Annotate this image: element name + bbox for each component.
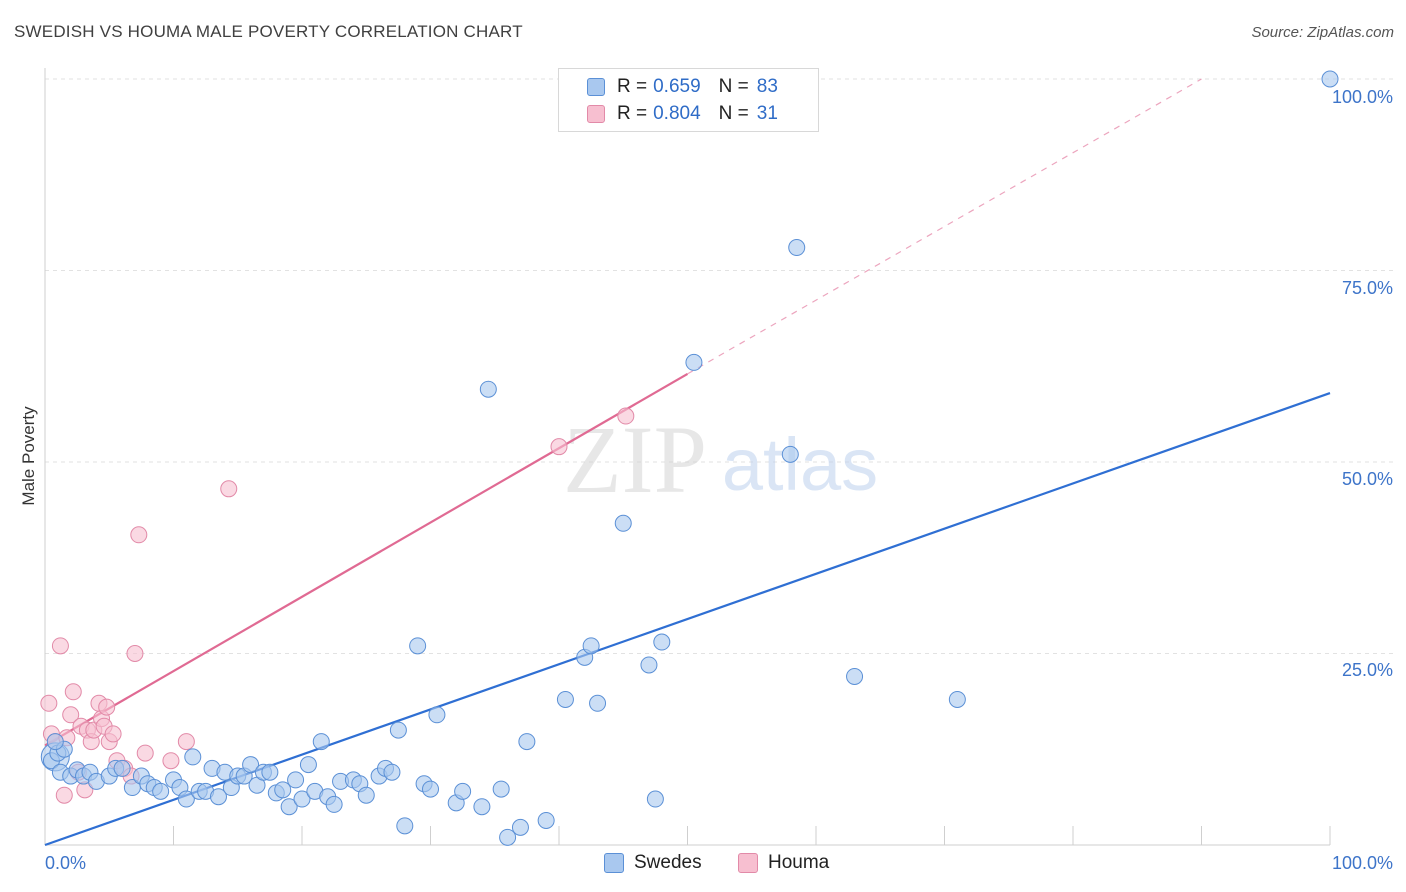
swedes-point <box>177 790 195 808</box>
legend-r-label: R = <box>617 76 648 97</box>
swedes-point <box>312 733 330 751</box>
swedes-point <box>685 353 703 371</box>
swedes-point <box>184 748 202 766</box>
swedes-point <box>582 637 600 655</box>
swedes-point <box>454 782 472 800</box>
swedes-point <box>113 759 131 777</box>
swedes-point <box>948 690 966 708</box>
swedes-point <box>640 656 658 674</box>
swedes-point <box>846 667 864 685</box>
y-tick-label: 25.0% <box>1342 660 1393 680</box>
houma-swatch <box>587 105 605 123</box>
y-tick-label: 75.0% <box>1342 278 1393 298</box>
swedes-legend-label: Swedes <box>634 852 702 873</box>
grid-lines <box>45 78 1395 654</box>
houma-point <box>55 786 73 804</box>
legend-n-label: N = <box>718 103 749 124</box>
swedes-legend-swatch <box>604 853 624 873</box>
y-tick-label: 50.0% <box>1342 469 1393 489</box>
houma-point <box>130 526 148 544</box>
legend-r-label: R = <box>617 103 648 124</box>
swedes-point <box>357 786 375 804</box>
swedes-point <box>518 733 536 751</box>
legend-n-label: N = <box>718 76 749 97</box>
swedes-swatch <box>587 78 605 96</box>
x-tick-label: 100.0% <box>1332 853 1393 873</box>
swedes-points <box>40 70 1339 846</box>
legend-r-value: 0.804 <box>653 103 701 124</box>
swedes-point <box>499 828 517 846</box>
swedes-point <box>46 733 64 751</box>
axes <box>44 68 1331 846</box>
swedes-point <box>396 817 414 835</box>
swedes-point <box>556 690 574 708</box>
swedes-point <box>389 721 407 739</box>
swedes-point <box>492 780 510 798</box>
houma-point <box>177 733 195 751</box>
x-tick-label: 0.0% <box>45 853 86 873</box>
legend-n-value: 31 <box>756 103 778 124</box>
swedes-point <box>293 790 311 808</box>
legend-row-swedes: R = 0.659 N = 83 <box>587 74 778 100</box>
swedes-point <box>287 771 305 789</box>
legend-item-houma: Houma <box>738 852 829 874</box>
swedes-point <box>383 763 401 781</box>
swedes-point <box>646 790 664 808</box>
swedes-point <box>242 756 260 774</box>
legend-item-swedes: Swedes <box>604 852 702 874</box>
watermark-zip: ZIP <box>563 406 707 513</box>
houma-legend-swatch <box>738 853 758 873</box>
swedes-point <box>209 788 227 806</box>
swedes-point <box>614 514 632 532</box>
legend-r-value: 0.659 <box>653 76 701 97</box>
houma-point <box>617 407 635 425</box>
swedes-point <box>788 239 806 257</box>
houma-point <box>104 725 122 743</box>
legend-n-value: 83 <box>756 76 778 97</box>
source-label: Source: ZipAtlas.com <box>1251 24 1394 41</box>
swedes-point <box>589 694 607 712</box>
swedes-point <box>422 780 439 798</box>
houma-legend-label: Houma <box>768 852 830 873</box>
y-tick-label: 100.0% <box>1332 87 1393 107</box>
tick-labels: 100.0% 75.0% 50.0% 25.0% 0.0% 100.0% <box>45 87 1393 873</box>
chart-title: SWEDISH VS HOUMA MALE POVERTY CORRELATIO… <box>14 22 523 41</box>
houma-point <box>162 752 180 770</box>
houma-trend-extension <box>687 78 1202 375</box>
swedes-point <box>280 798 298 816</box>
houma-point <box>40 694 58 712</box>
watermark-atlas: atlas <box>722 423 878 506</box>
houma-points <box>40 407 635 804</box>
houma-point <box>64 683 82 701</box>
correlation-legend: R = 0.659 N = 83 R = 0.804 N = 31 <box>558 68 819 132</box>
swedes-point <box>274 781 292 799</box>
houma-point <box>51 637 69 655</box>
swedes-point <box>479 380 497 398</box>
y-axis-label: Male Poverty <box>19 406 38 506</box>
swedes-point <box>653 633 671 651</box>
houma-trend-line <box>44 372 689 747</box>
houma-point <box>220 480 238 498</box>
swedes-point <box>299 756 317 774</box>
legend-row-houma: R = 0.804 N = 31 <box>587 101 778 127</box>
swedes-point <box>152 782 170 800</box>
swedes-point <box>781 445 799 463</box>
houma-point <box>98 698 116 716</box>
swedes-point <box>428 706 446 724</box>
swedes-point <box>409 637 427 655</box>
swedes-point <box>325 795 343 813</box>
swedes-point <box>261 763 279 781</box>
houma-point <box>550 438 568 456</box>
swedes-point <box>537 811 555 829</box>
houma-point <box>126 645 144 662</box>
houma-point <box>62 706 80 724</box>
swedes-point <box>511 818 529 836</box>
swedes-point <box>1321 70 1339 88</box>
watermark: ZIP atlas <box>563 406 878 513</box>
swedes-point <box>473 798 491 816</box>
houma-point <box>136 744 154 762</box>
